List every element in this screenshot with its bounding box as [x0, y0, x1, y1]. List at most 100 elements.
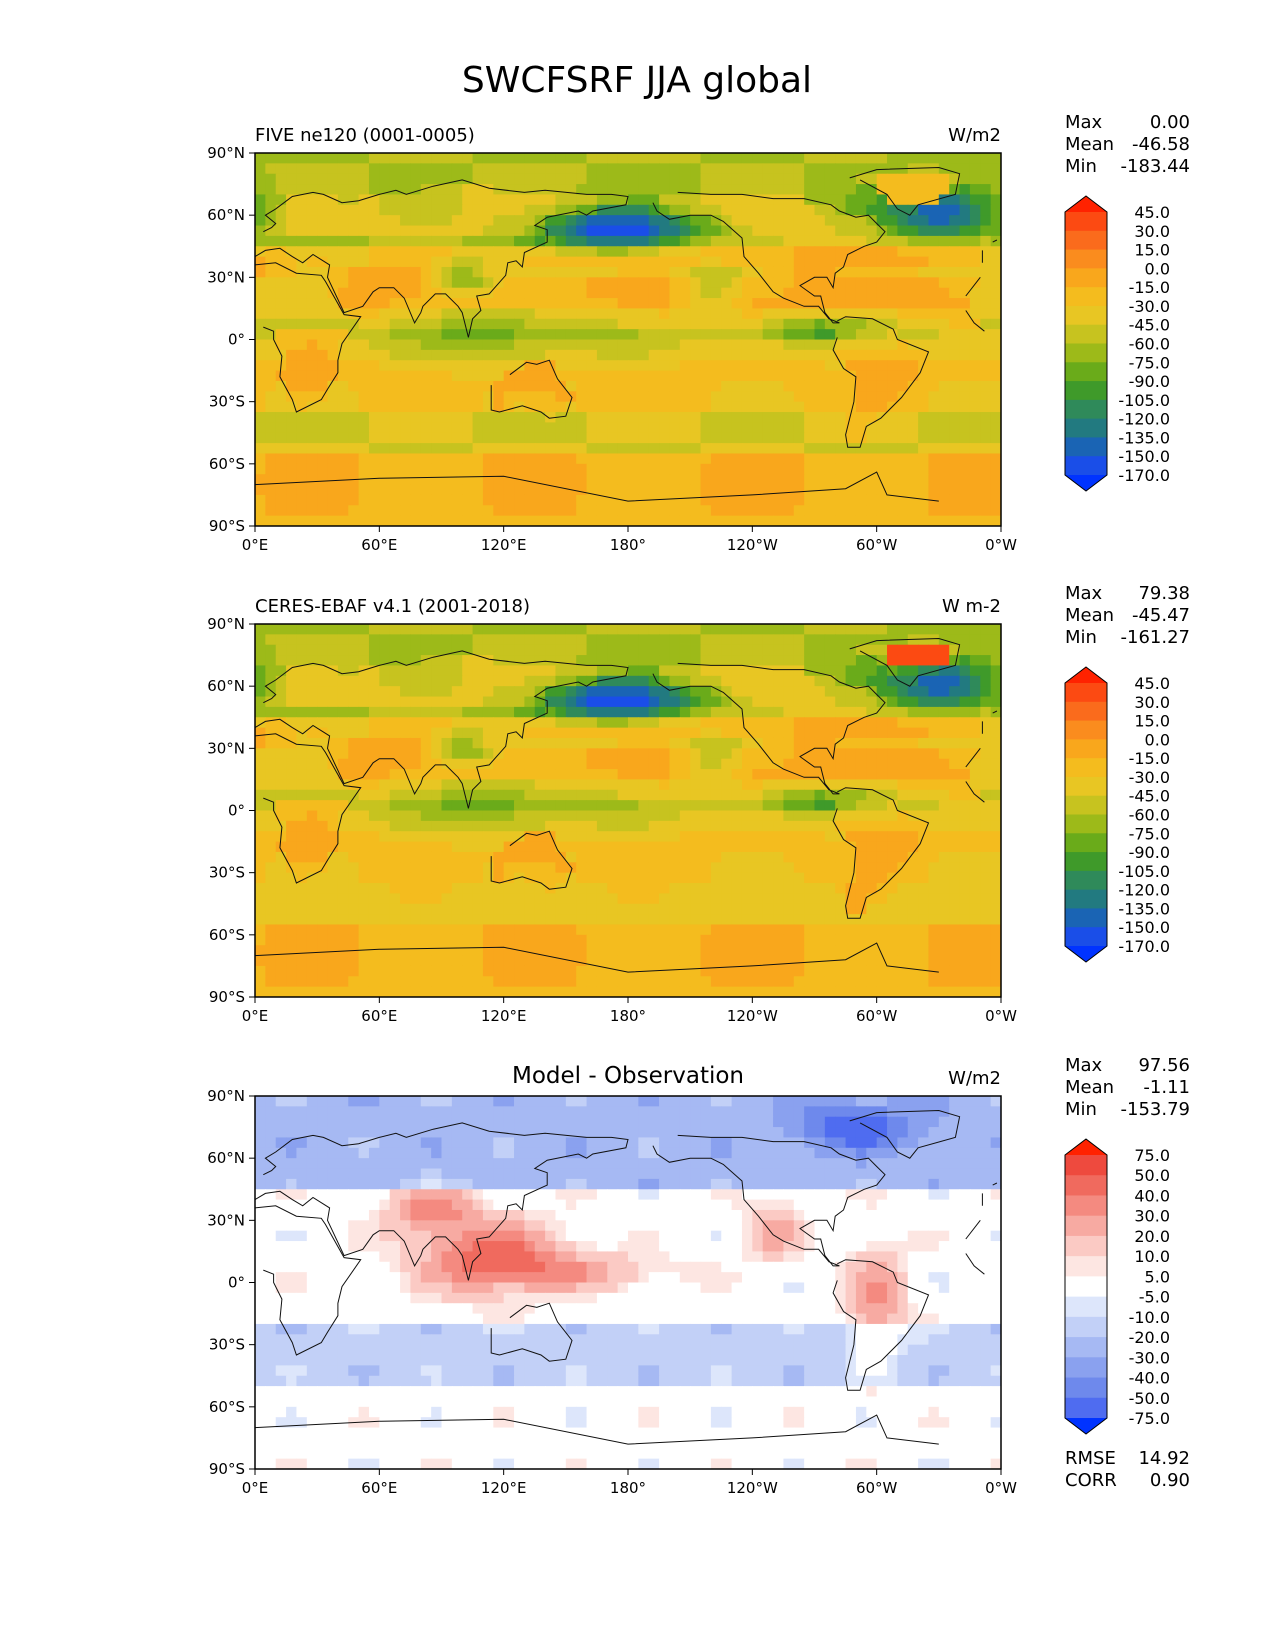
- field-cell: [721, 215, 733, 227]
- field-cell: [545, 370, 557, 382]
- field-cell: [773, 401, 785, 413]
- field-cell: [669, 872, 681, 884]
- field-cell: [669, 655, 681, 667]
- field-cell: [855, 235, 867, 247]
- field-cell: [628, 644, 639, 656]
- field-cell: [596, 391, 608, 403]
- field-cell: [275, 370, 287, 382]
- field-cell: [607, 655, 619, 667]
- field-cell: [990, 779, 1001, 791]
- field-cell: [420, 391, 432, 403]
- field-cell: [835, 769, 847, 781]
- field-cell: [773, 831, 785, 843]
- colorbar-bin: [1065, 418, 1107, 438]
- field-cell: [576, 800, 588, 812]
- field-cell: [337, 235, 349, 247]
- field-cell: [679, 841, 691, 853]
- field-cell: [679, 686, 691, 698]
- field-cell: [990, 810, 1001, 822]
- field-cell: [731, 246, 743, 258]
- field-cell: [514, 287, 525, 299]
- field-cell: [565, 173, 577, 185]
- field-cell: [451, 412, 463, 423]
- field-cell: [482, 235, 494, 247]
- field-cell: [596, 318, 608, 330]
- field-cell: [389, 851, 401, 863]
- field-cell: [762, 422, 774, 434]
- field-cell: [368, 914, 380, 926]
- field-cell: [928, 945, 940, 957]
- field-cell: [534, 644, 546, 656]
- field-cell: [669, 173, 681, 185]
- field-cell: [887, 851, 898, 863]
- field-cell: [731, 443, 743, 455]
- field-cell: [628, 665, 639, 677]
- field-cell: [596, 758, 608, 770]
- field-cell: [710, 634, 722, 646]
- field-cell: [938, 432, 950, 444]
- field-cell: [969, 717, 981, 729]
- field-cell: [410, 800, 422, 812]
- field-cell: [420, 893, 432, 905]
- field-cell: [762, 463, 774, 475]
- field-cell: [317, 789, 329, 801]
- field-cell: [773, 287, 785, 299]
- field-cell: [265, 727, 277, 739]
- field-cell: [824, 153, 836, 164]
- field-cell: [255, 256, 266, 268]
- field-cell: [555, 717, 567, 729]
- field-cell: [752, 204, 764, 216]
- field-cell: [586, 706, 598, 718]
- field-cell: [659, 893, 671, 905]
- field-cell: [804, 225, 816, 237]
- field-cell: [275, 934, 287, 946]
- field-cell: [565, 422, 577, 434]
- field-cell: [306, 706, 318, 718]
- field-cell: [358, 163, 370, 175]
- field-cell: [306, 624, 318, 635]
- field-cell: [286, 924, 298, 936]
- field-cell: [255, 779, 266, 791]
- field-cell: [379, 955, 391, 967]
- field-cell: [596, 184, 608, 196]
- field-cell: [969, 644, 981, 656]
- field-cell: [462, 484, 474, 496]
- field-cell: [317, 308, 329, 320]
- field-cell: [638, 769, 650, 781]
- field-cell: [524, 800, 536, 812]
- field-cell: [814, 225, 826, 237]
- field-cell: [949, 851, 961, 863]
- field-cell: [949, 883, 961, 894]
- field-cell: [545, 789, 557, 801]
- field-cell: [876, 831, 888, 843]
- field-cell: [410, 696, 422, 708]
- field-cell: [441, 675, 453, 687]
- field-cell: [306, 443, 318, 455]
- field-cell: [990, 934, 1001, 946]
- field-cell: [265, 758, 277, 770]
- field-cell: [337, 194, 349, 206]
- field-cell: [700, 494, 712, 506]
- field-cell: [410, 748, 422, 760]
- field-cell: [721, 173, 733, 185]
- field-cell: [669, 820, 681, 832]
- field-cell: [773, 194, 785, 206]
- field-cell: [648, 412, 660, 423]
- field-cell: [286, 883, 298, 894]
- field-cell: [949, 194, 961, 206]
- field-cell: [938, 204, 950, 216]
- field-cell: [534, 675, 546, 687]
- field-cell: [752, 515, 764, 526]
- field-cell: [348, 862, 360, 874]
- field-cell: [337, 831, 349, 843]
- field-cell: [835, 287, 847, 299]
- field-cell: [721, 515, 733, 526]
- field-cell: [741, 706, 753, 718]
- field-cell: [700, 934, 712, 946]
- field-cell: [431, 287, 443, 299]
- field-cell: [348, 173, 360, 185]
- field-cell: [959, 831, 971, 843]
- field-cell: [462, 893, 474, 905]
- field-cell: [389, 789, 401, 801]
- field-cell: [565, 349, 577, 361]
